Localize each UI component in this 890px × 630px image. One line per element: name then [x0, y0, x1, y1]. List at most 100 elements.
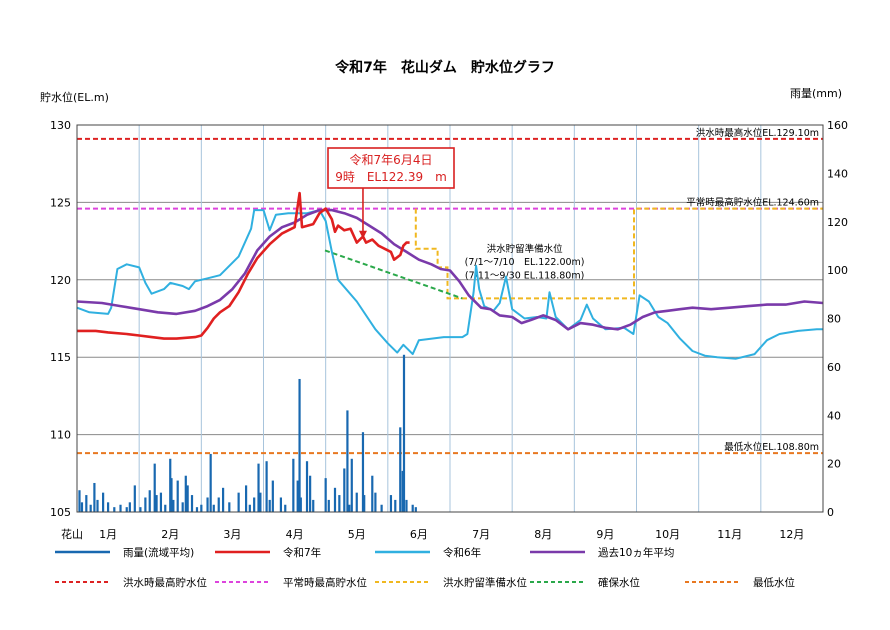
rainfall-bar [253, 497, 256, 512]
flood-prep-line [414, 207, 823, 300]
annotation-arrow-head [358, 230, 367, 239]
rainfall-bar [155, 495, 158, 512]
y2-tick-label: 120 [827, 216, 848, 229]
rainfall-bar [206, 497, 209, 512]
rainfall-bar [113, 507, 116, 512]
x-tick-label: 6月 [410, 528, 428, 541]
rainfall-bar [248, 504, 251, 512]
rainfall-bar [172, 499, 175, 512]
x-tick-label: 5月 [348, 528, 366, 541]
rainfall-bar [327, 499, 330, 512]
rainfall-bar [355, 492, 358, 512]
rainfall-bar [212, 504, 215, 512]
y2-tick-label: 0 [827, 506, 834, 519]
y-tick-label: 130 [50, 119, 71, 132]
rainfall-bar [195, 507, 199, 512]
rainfall-bar [284, 504, 287, 512]
rainfall-bar [85, 495, 88, 512]
rainfall-bar [78, 490, 81, 512]
y-tick-label: 115 [50, 351, 71, 364]
rainfall-bar [164, 504, 167, 512]
secure-level-line [324, 249, 463, 300]
rainfall-bar [411, 504, 414, 512]
rainfall-bar [209, 453, 212, 512]
series-line-2 [76, 208, 824, 331]
rainfall-bar [186, 485, 189, 512]
y2-tick-label: 20 [827, 458, 841, 471]
rainfall-bar [257, 463, 260, 512]
annotation-date: 令和7年6月4日 [350, 152, 433, 167]
rainfall-bar [217, 497, 220, 512]
rainfall-bar [405, 499, 408, 512]
rainfall-bar [176, 480, 179, 512]
rainfall-bar [361, 432, 365, 512]
rainfall-bar [244, 485, 248, 512]
x-tick-label: 7月 [472, 528, 490, 541]
rainfall-bar [93, 482, 96, 512]
rainfall-bar [333, 487, 337, 512]
rainfall-bar [324, 478, 327, 512]
rainfall-bar [268, 499, 271, 512]
rainfall-bar [271, 480, 274, 512]
y2-tick-label: 160 [827, 119, 848, 132]
legend-label: 洪水時最高貯水位 [123, 576, 207, 589]
rainfall-bar [389, 495, 393, 512]
rainfall-bar [170, 478, 173, 512]
plot-frame [76, 124, 824, 513]
rainfall-bar [338, 495, 341, 512]
rainfall-bar [402, 354, 406, 512]
rainfall-bar [221, 487, 225, 512]
rainfall-bar [371, 475, 374, 512]
flood-prep-title: 洪水貯留準備水位 [487, 243, 564, 255]
rainfall-bar [159, 492, 163, 512]
legend-label: 確保水位 [598, 576, 640, 589]
rainfall-bar [200, 504, 203, 512]
rainfall-bar [401, 470, 404, 512]
x-tick-label: 2月 [161, 528, 179, 541]
rainfall-bar [184, 475, 187, 512]
y-tick-label: 125 [50, 196, 71, 209]
series-line-0 [77, 191, 410, 340]
y2-tick-label: 40 [827, 409, 841, 422]
x-tick-label: 11月 [717, 528, 742, 541]
x-tick-label: 10月 [655, 528, 680, 541]
reference-line-label: 平常時最高貯水位EL.124.60m [686, 197, 819, 209]
flood-prep-period-2: (7/11～9/30 EL.118.80m) [465, 270, 584, 281]
rainfall-bar [119, 504, 122, 512]
rainfall-bar [348, 504, 351, 512]
rainfall-bar [265, 461, 268, 512]
rainfall-bar [139, 507, 142, 512]
rainfall-bar [380, 504, 383, 512]
legend-label: 雨量(流域平均) [123, 546, 194, 559]
legend-label: 平常時最高貯水位 [283, 576, 367, 589]
rainfall-bar [299, 497, 302, 512]
rainfall-bar [346, 410, 349, 512]
legend-label: 過去10ヵ年平均 [598, 546, 674, 559]
annotation-box [327, 147, 455, 189]
y-tick-label: 105 [50, 506, 71, 519]
rainfall-bar [144, 497, 147, 512]
rainfall-bar [309, 475, 312, 512]
series-line-1 [76, 209, 823, 360]
rainfall-bar [394, 499, 397, 512]
y-tick-label: 120 [50, 274, 71, 287]
rainfall-bar [89, 504, 92, 512]
rainfall-bar [292, 458, 295, 512]
rainfall-bar [237, 492, 240, 512]
rainfall-bar [305, 461, 309, 512]
reference-line-label: 洪水時最高水位EL.129.10m [696, 127, 819, 139]
rainfall-bar [374, 492, 377, 512]
y2-tick-label: 140 [827, 167, 848, 180]
rainfall-bar [96, 499, 99, 512]
rainfall-bar [228, 502, 231, 512]
y-tick-label: 110 [50, 429, 71, 442]
legend-label: 令和7年 [283, 546, 321, 559]
annotation-level: 9時 EL122.39 m [335, 170, 447, 184]
rainfall-bar [133, 485, 136, 512]
left-axis-label: 貯水位(EL.m) [40, 90, 109, 104]
rainfall-bar [279, 497, 283, 512]
rainfall-bar [125, 507, 128, 512]
x-tick-label: 12月 [779, 528, 804, 541]
rainfall-bar [312, 499, 315, 512]
